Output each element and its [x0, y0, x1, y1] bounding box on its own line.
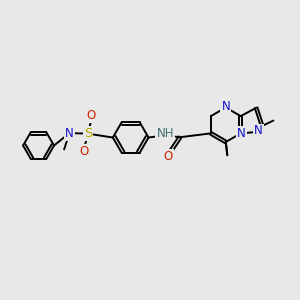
Text: N: N — [65, 127, 74, 140]
Text: N: N — [221, 100, 230, 113]
Text: N: N — [237, 127, 246, 140]
Text: NH: NH — [156, 128, 174, 140]
Text: O: O — [80, 145, 89, 158]
Text: S: S — [84, 127, 92, 140]
Text: N: N — [254, 124, 263, 137]
Text: O: O — [87, 109, 96, 122]
Text: O: O — [164, 150, 173, 163]
